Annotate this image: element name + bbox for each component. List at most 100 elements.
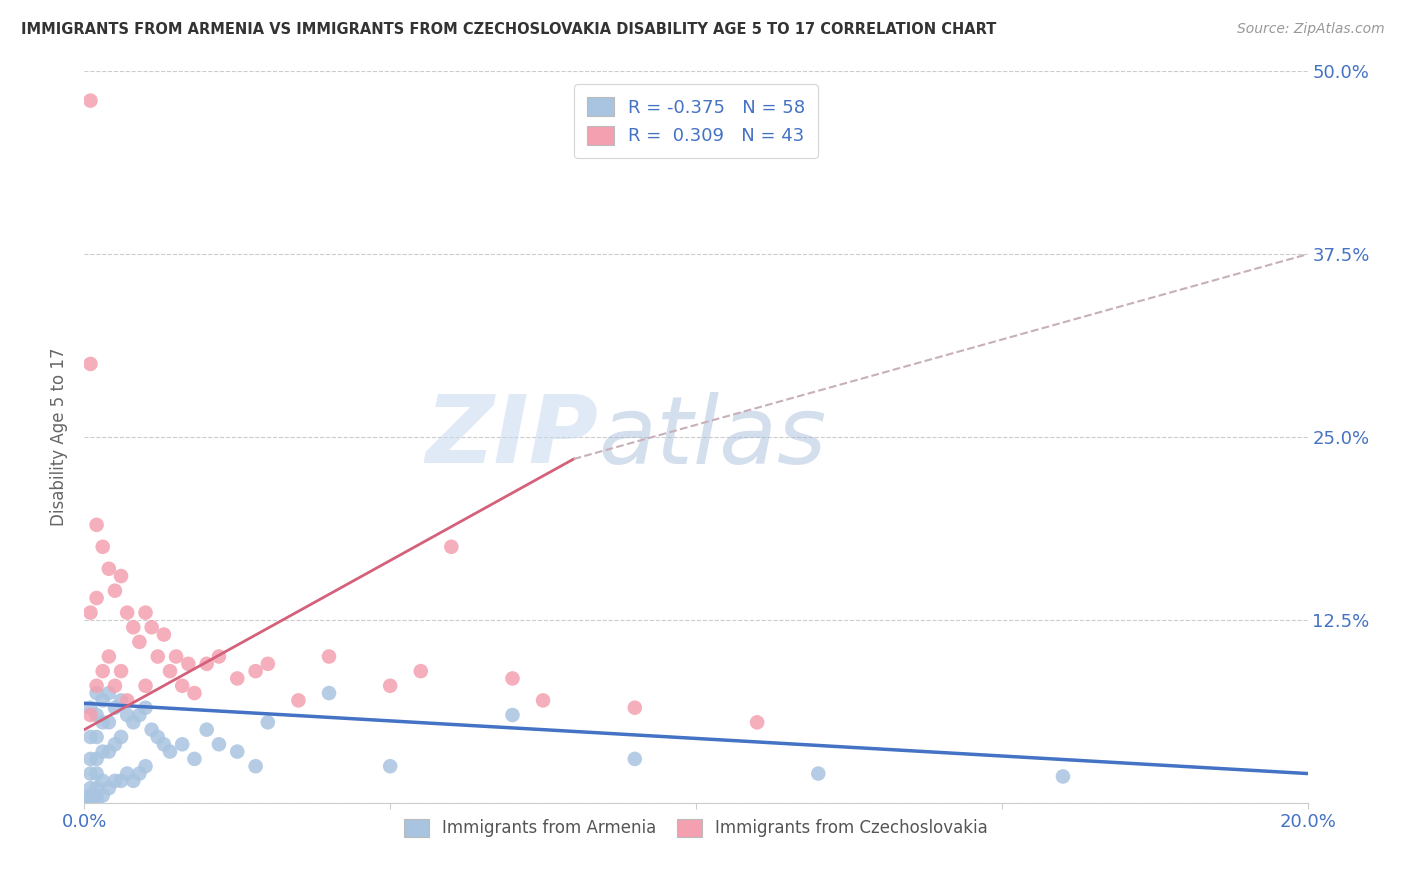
Point (91, 715, 114, 730)
Point (79, 708, 101, 723)
Point (86, 517, 108, 532)
Point (409, 664, 432, 678)
Point (86, 766, 108, 780)
Point (226, 745, 249, 759)
Point (135, 700, 157, 714)
Point (177, 657, 200, 671)
Point (1052, 769, 1074, 783)
Point (79, 606, 101, 620)
Point (159, 664, 181, 678)
Point (195, 657, 218, 671)
Point (195, 723, 218, 737)
Point (115, 606, 138, 620)
Point (183, 686, 205, 700)
Point (502, 672, 524, 686)
Point (135, 606, 157, 620)
Point (159, 745, 181, 759)
Point (257, 657, 280, 671)
Point (115, 693, 138, 707)
Y-axis label: Disability Age 5 to 17: Disability Age 5 to 17 (51, 348, 69, 526)
Point (104, 700, 127, 714)
Point (502, 708, 524, 723)
Point (97, 649, 120, 664)
Point (86, 591, 108, 605)
Point (318, 686, 340, 700)
Point (135, 679, 157, 693)
Point (624, 752, 647, 766)
Point (380, 759, 402, 773)
Point (146, 730, 169, 744)
Point (747, 715, 769, 730)
Point (624, 700, 647, 714)
Point (208, 737, 231, 751)
Point (86, 793, 108, 807)
Point (91, 664, 114, 678)
Point (141, 723, 163, 737)
Point (86, 752, 108, 766)
Point (104, 773, 127, 788)
Point (208, 649, 231, 664)
Point (245, 759, 267, 773)
Point (86, 686, 108, 700)
Point (110, 730, 132, 744)
Point (172, 679, 194, 693)
Point (380, 679, 402, 693)
Point (287, 693, 309, 707)
Point (122, 620, 145, 634)
Text: Source: ZipAtlas.com: Source: ZipAtlas.com (1237, 22, 1385, 37)
Point (110, 664, 132, 678)
Point (531, 693, 554, 707)
Point (128, 635, 150, 649)
Point (79, 700, 101, 714)
Point (146, 649, 169, 664)
Point (110, 569, 132, 583)
Point (440, 540, 463, 554)
Point (91, 693, 114, 707)
Point (122, 715, 145, 730)
Point (79, 766, 101, 780)
Point (165, 649, 187, 664)
Point (97, 715, 120, 730)
Point (226, 672, 249, 686)
Legend: Immigrants from Armenia, Immigrants from Czechoslovakia: Immigrants from Armenia, Immigrants from… (396, 810, 995, 846)
Point (79, 789, 101, 803)
Point (79, 794, 101, 808)
Text: IMMIGRANTS FROM ARMENIA VS IMMIGRANTS FROM CZECHOSLOVAKIA DISABILITY AGE 5 TO 17: IMMIGRANTS FROM ARMENIA VS IMMIGRANTS FR… (21, 22, 997, 37)
Point (104, 737, 127, 751)
Point (79, 794, 101, 808)
Point (79, 94, 101, 108)
Point (79, 794, 101, 808)
Point (79, 791, 101, 805)
Point (91, 745, 114, 759)
Point (141, 620, 163, 634)
Point (91, 789, 114, 803)
Point (97, 686, 120, 700)
Point (122, 773, 145, 788)
Point (115, 708, 138, 723)
Point (104, 583, 127, 598)
Point (79, 781, 101, 796)
Text: ZIP: ZIP (425, 391, 598, 483)
Point (86, 789, 108, 803)
Point (172, 737, 194, 751)
Point (115, 766, 138, 780)
Point (183, 752, 205, 766)
Point (153, 627, 176, 641)
Point (97, 562, 120, 576)
Point (97, 745, 120, 759)
Point (91, 773, 114, 788)
Point (97, 781, 120, 796)
Point (79, 357, 101, 371)
Point (86, 679, 108, 693)
Point (104, 679, 127, 693)
Text: atlas: atlas (598, 392, 827, 483)
Point (91, 540, 114, 554)
Point (128, 708, 150, 723)
Point (318, 649, 340, 664)
Point (245, 664, 267, 678)
Point (153, 737, 176, 751)
Point (135, 759, 157, 773)
Point (807, 766, 830, 780)
Point (110, 773, 132, 788)
Point (79, 752, 101, 766)
